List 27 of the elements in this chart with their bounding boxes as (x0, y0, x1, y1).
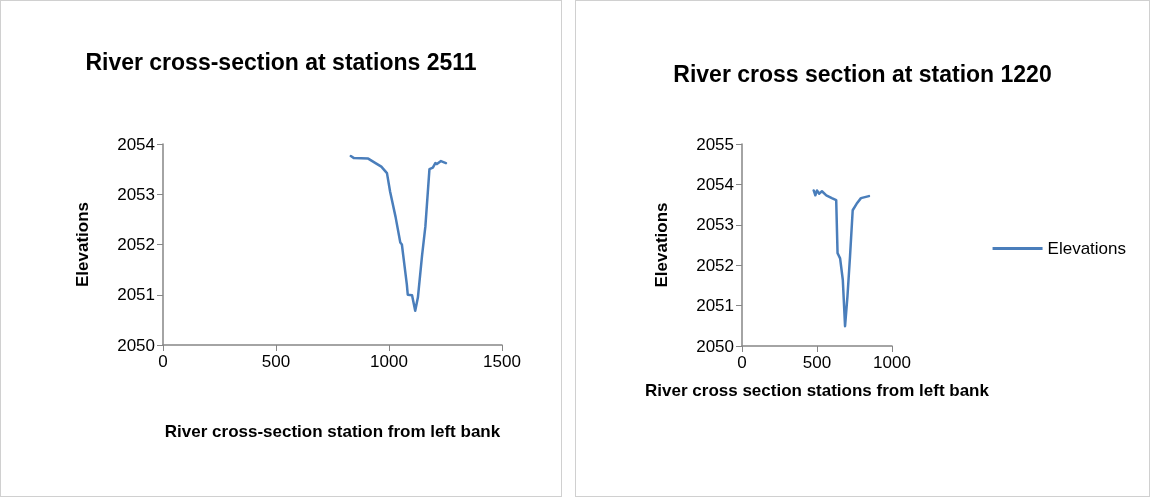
x-tick-label: 1000 (873, 353, 911, 372)
y-tick-label: 2050 (696, 336, 734, 356)
x-tick-label: 500 (261, 352, 291, 371)
y-tick-label: 2054 (117, 134, 155, 154)
y-tick-label: 2051 (696, 296, 734, 316)
x-axis-title: River cross section stations from left bank (645, 380, 990, 400)
line-series (812, 189, 871, 328)
y-axis-title: Elevations (652, 202, 671, 288)
x-tick-label: 1000 (370, 352, 408, 371)
line-series (349, 154, 448, 313)
x-tick-label: 0 (737, 353, 747, 372)
y-tick-label: 2053 (117, 184, 155, 204)
y-tick-label: 2052 (696, 255, 734, 275)
y-tick-label: 2053 (696, 215, 734, 235)
chart-title: River cross section at station 1220 (673, 61, 1052, 87)
y-tick-label: 2050 (117, 335, 155, 355)
x-axis-title: River cross-section station from left bank (164, 421, 501, 441)
y-tick-label: 2054 (696, 174, 734, 194)
chart-title: River cross-section at stations 2511 (85, 49, 477, 75)
y-tick-label: 2052 (117, 235, 155, 254)
x-tick-label: 500 (802, 353, 832, 372)
legend-label: Elevations (1047, 239, 1126, 258)
y-tick-label: 2051 (117, 285, 155, 305)
y-tick-label: 2055 (696, 134, 734, 154)
x-tick-label: 1500 (483, 352, 521, 371)
x-tick-label: 0 (158, 352, 168, 371)
y-axis-title: Elevations (73, 201, 92, 288)
